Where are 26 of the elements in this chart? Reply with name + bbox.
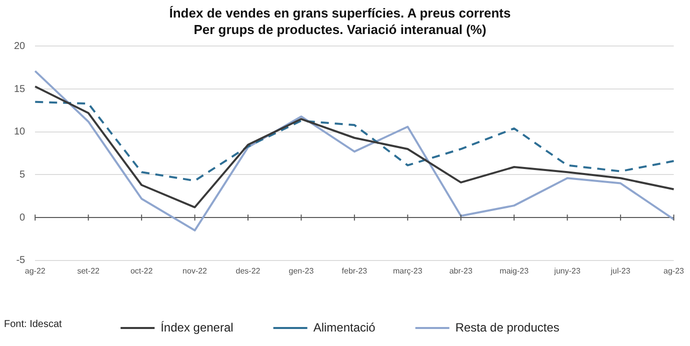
legend-label: Resta de productes — [455, 320, 560, 334]
y-tick-label: 15 — [14, 84, 26, 95]
y-tick-label: -5 — [16, 255, 26, 266]
x-tick-label: gen-23 — [288, 266, 314, 276]
chart-subtitle: Per grups de productes. Variació interanual (%) — [194, 22, 486, 37]
x-tick-label: nov-22 — [182, 266, 208, 276]
x-tick-label: març-23 — [392, 266, 423, 276]
line-series — [34, 100, 675, 182]
x-tick-label: des-22 — [236, 266, 261, 276]
x-tick-label: juny-23 — [553, 266, 581, 276]
x-tick-label: ag-23 — [664, 266, 685, 276]
y-tick-label: 5 — [20, 169, 26, 180]
y-tick-label: 20 — [14, 40, 26, 52]
legend-label: Alimentació — [313, 320, 376, 334]
y-tick-label: 10 — [14, 126, 26, 138]
x-tick-label: abr-23 — [449, 266, 473, 276]
legend-label: Índex general — [160, 320, 234, 334]
x-tick-label: set-22 — [77, 266, 100, 276]
y-tick-label: 0 — [20, 212, 26, 224]
chart-title: Índex de vendes en grans superfícies. A preus corrents — [169, 5, 511, 20]
x-tick-label: ag-22 — [24, 266, 46, 276]
x-tick-label: maig-23 — [500, 266, 530, 276]
x-tick-label: febr-23 — [342, 266, 368, 276]
text: Font: Idescat — [4, 318, 62, 330]
x-tick-label: jul-23 — [610, 266, 631, 276]
x-tick-label: oct-22 — [130, 266, 154, 276]
